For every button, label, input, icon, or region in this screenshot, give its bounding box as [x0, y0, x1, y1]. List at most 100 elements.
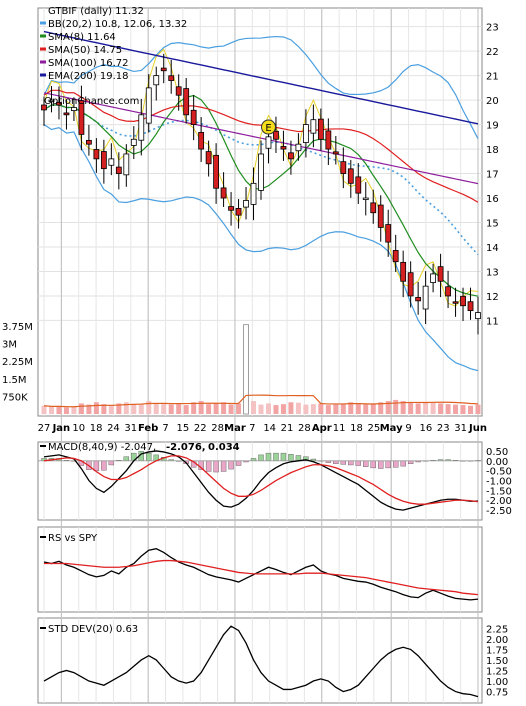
candle-body [108, 158, 115, 166]
macd-histogram-bar [265, 452, 272, 462]
macd-histogram-bar [101, 460, 107, 471]
macd-histogram-bar [392, 460, 399, 468]
macd-histogram-bar [355, 460, 361, 466]
macd-histogram-bar [93, 460, 100, 472]
volume-bar [445, 404, 451, 414]
volume-bar [265, 403, 271, 414]
legend-entry: SMA(50) 14.75 [48, 45, 122, 56]
x-axis-tick: 21 [281, 423, 294, 434]
volume-bar [273, 405, 279, 414]
volume-bar [131, 404, 137, 414]
volume-y-tick: 2.25M [2, 357, 33, 368]
y-axis-ticks: 11 12 13 14 15 16 17 18 19 20 21 22 23 750K 1.5M 2.25M 3… [2, 23, 512, 699]
rs-panel-frame [37, 526, 483, 613]
x-axis-tick: 9 [405, 423, 411, 434]
sma50-line [43, 89, 479, 203]
x-axis-tick: Mar [224, 423, 246, 434]
price-y-tick: 21 [486, 72, 499, 83]
volume-bar [93, 402, 99, 414]
price-y-tick: 14 [486, 243, 499, 254]
volume-bar [71, 406, 77, 414]
price-y-tick: 22 [486, 47, 499, 58]
bollinger-upper-line [43, 35, 479, 139]
x-axis-tick: 23 [437, 423, 450, 434]
volume-bar [408, 402, 414, 414]
volume-bar [310, 404, 316, 414]
macd-histogram-bar [385, 460, 391, 469]
volume-bar [213, 403, 219, 414]
volume-bar [146, 401, 152, 414]
candle-body [392, 250, 399, 263]
candle-body [63, 112, 70, 116]
candle-body [205, 151, 212, 165]
price-y-tick: 19 [486, 121, 499, 132]
candle-body [385, 224, 392, 243]
stddev-y-tick: 1.50 [486, 656, 508, 667]
candle-body [430, 273, 437, 283]
volume-y-tick: 3M [2, 340, 17, 351]
candle-body [400, 261, 407, 282]
x-axis-tick: 25 [367, 423, 380, 434]
volume-bar [86, 404, 92, 414]
macd-histogram-bar [340, 460, 347, 465]
volume-bar [258, 404, 264, 414]
candle-body [347, 168, 354, 184]
candle-body [445, 286, 451, 297]
legend-entry: BB(20,2) 10.8, 12.06, 13.32 [48, 19, 187, 30]
earnings-marker[interactable] [260, 119, 276, 135]
legend-entry: SMA(8) 11.64 [48, 32, 116, 43]
x-axis-tick: 15 [177, 423, 190, 434]
yellow-envelope-line [43, 48, 479, 307]
volume-bar [468, 405, 474, 414]
candle-body [407, 272, 414, 297]
candle-body [175, 86, 182, 96]
stddev-y-tick: 0.75 [486, 688, 508, 699]
stddev-legend: STD DEV(20) 0.63 [40, 624, 138, 635]
macd-histogram-bar [213, 460, 219, 473]
x-axis-tick: Jun [468, 423, 487, 434]
legend-entry: EMA(200) 19.18 [48, 71, 128, 82]
volume-bar [438, 403, 444, 414]
x-axis-tick: May [380, 423, 403, 434]
stddev-y-tick: 1.75 [486, 645, 508, 656]
macd-histogram-bar [280, 452, 287, 462]
volume-bars [41, 324, 481, 415]
macd-histogram-bar [123, 456, 130, 462]
candle-body [168, 75, 175, 81]
stddev-y-tick: 1.00 [486, 677, 508, 688]
macd-histogram-bar [378, 460, 384, 469]
macd-signal-line [43, 455, 479, 505]
volume-bar [191, 402, 197, 414]
price-overlays [43, 30, 479, 372]
rs-legend: RS vs SPY [40, 533, 98, 544]
candle-body [235, 208, 242, 216]
candle-body [138, 114, 145, 141]
volume-bar [370, 403, 376, 414]
macd-y-tick: 0.50 [486, 447, 508, 458]
macd-histogram-bar [407, 460, 414, 464]
candle-body [362, 197, 369, 200]
volume-bar [415, 403, 421, 414]
x-axis-tick: 11 [333, 423, 346, 434]
macd-histogram-bar [288, 454, 294, 462]
x-axis-tick: 31 [124, 423, 137, 434]
candle-body [130, 138, 137, 146]
candle-body [93, 149, 100, 160]
chart-title: GTBIF (daily) 11.32 [48, 6, 144, 17]
candle-body [475, 312, 481, 320]
rs-title: RS vs SPY [48, 533, 98, 544]
macd-histogram-bar [258, 454, 264, 462]
x-axis-tick: 18 [350, 423, 363, 434]
price-y-tick: 16 [486, 194, 499, 205]
sub-indicators [38, 450, 482, 698]
volume-bar [153, 402, 159, 414]
x-axis-tick: 27 [38, 423, 51, 434]
volume-bar [198, 401, 204, 414]
macd-y-tick: -0.50 [486, 467, 512, 478]
x-axis-tick: 18 [90, 423, 103, 434]
volume-bar [348, 402, 354, 414]
bollinger-lower-line [43, 124, 479, 372]
macd-y-tick: 0.00 [486, 457, 508, 468]
x-axis-tick: 24 [107, 423, 120, 434]
candle-body [340, 161, 347, 174]
